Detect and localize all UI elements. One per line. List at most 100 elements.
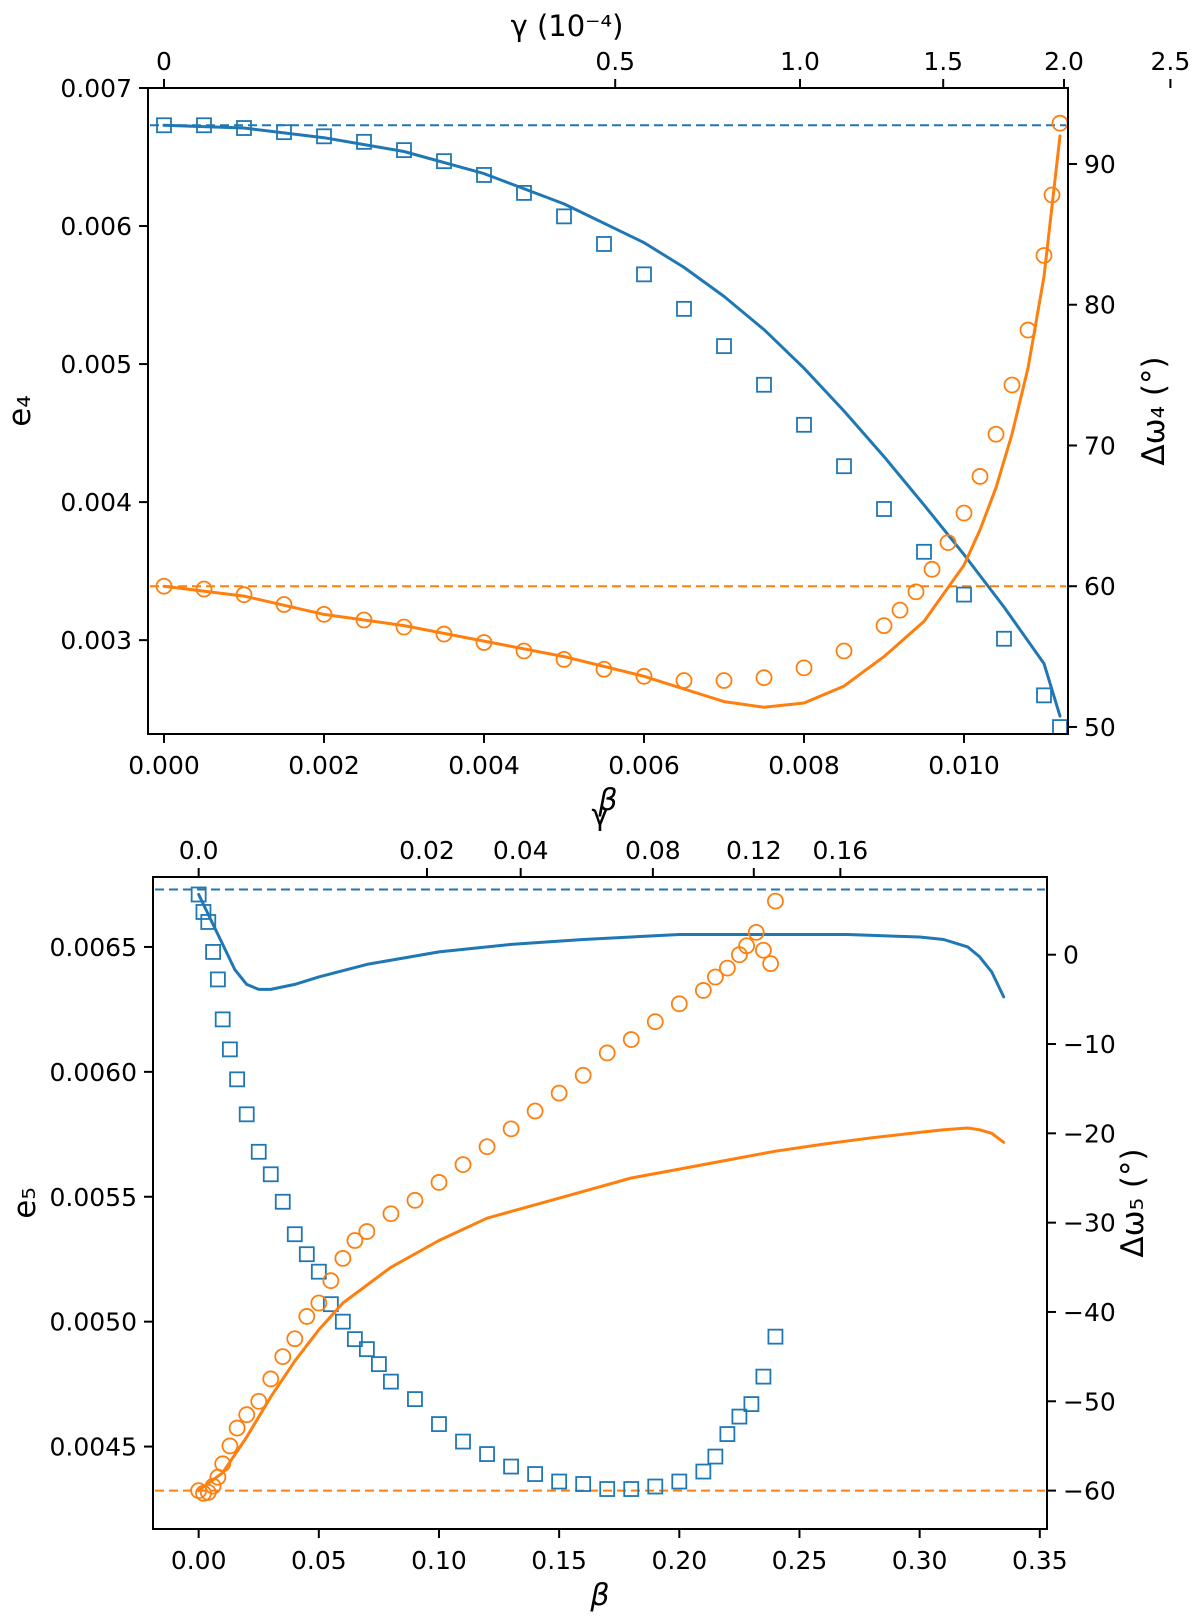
- square-marker: [229, 1071, 246, 1088]
- circle-marker: [1003, 376, 1021, 394]
- circle-marker: [646, 1013, 664, 1031]
- circle-marker: [454, 1156, 472, 1173]
- bottom-plot-area: [155, 886, 1045, 1502]
- gamma-tick-label: 2.0: [1044, 47, 1084, 76]
- circle-marker: [738, 937, 755, 955]
- y-left-tick-label: 0.003: [60, 626, 132, 655]
- square-marker: [310, 1263, 327, 1280]
- x-tick-label: 0.15: [531, 1546, 587, 1575]
- circle-marker: [747, 923, 765, 941]
- y-right-tick-label: 80: [1084, 291, 1116, 320]
- y-left-tick-label: 0.007: [60, 74, 132, 103]
- circle-marker: [694, 982, 712, 999]
- top-axes-frame: [147, 87, 1069, 735]
- square-marker: [596, 236, 612, 252]
- y-left-tick-label: 0.0045: [50, 1433, 137, 1462]
- x-tick-label: 0.35: [1012, 1546, 1068, 1575]
- circle-marker: [250, 1392, 268, 1410]
- circle-marker: [228, 1419, 246, 1437]
- circle-marker: [971, 468, 989, 485]
- square-marker: [623, 1481, 640, 1497]
- series-2: [155, 114, 1069, 689]
- square-marker: [916, 543, 932, 560]
- square-marker: [322, 1296, 339, 1313]
- circle-marker: [430, 1174, 448, 1191]
- circle-marker: [987, 425, 1005, 443]
- x-tick-label: 0.25: [772, 1546, 828, 1575]
- square-marker: [599, 1481, 616, 1497]
- circle-marker: [939, 534, 957, 551]
- series-line: [197, 1126, 1006, 1493]
- top-x-axis-label: β: [597, 783, 617, 818]
- series-3: [162, 134, 1062, 709]
- series-line: [162, 123, 1062, 718]
- square-marker: [836, 458, 852, 475]
- gamma-tick-label: 0.5: [595, 47, 635, 76]
- bottom-axes-frame: [152, 876, 1048, 1530]
- y-right-tick-label: −30: [1063, 1209, 1116, 1238]
- circle-marker: [598, 1044, 616, 1062]
- square-marker: [209, 971, 226, 988]
- square-marker: [756, 376, 772, 393]
- circle-marker: [358, 1223, 376, 1240]
- circle-marker: [274, 1348, 292, 1366]
- circle-marker: [322, 1272, 340, 1290]
- square-marker: [479, 1446, 495, 1462]
- x-tick-label: 0.000: [128, 751, 200, 780]
- square-marker: [431, 1416, 447, 1432]
- square-marker: [371, 1356, 387, 1373]
- bottom-gamma-axis: 0.0 0.02 0.04 0.08 0.12 0.16: [179, 836, 868, 877]
- x-tick-label: 0.006: [608, 751, 680, 780]
- gamma-tick-label: 2.5: [1151, 47, 1191, 76]
- y-right-tick-label: 0: [1063, 941, 1079, 970]
- circle-marker: [526, 1102, 544, 1120]
- circle-marker: [406, 1191, 424, 1209]
- top-gamma-axis-label: γ (10⁻⁴): [511, 9, 624, 43]
- series-1: [162, 123, 1062, 718]
- circle-marker: [1035, 247, 1053, 264]
- square-marker: [556, 208, 572, 225]
- x-tick-label: 0.20: [651, 1546, 707, 1575]
- circle-marker: [835, 642, 853, 660]
- circle-marker: [891, 601, 909, 619]
- circle-marker: [310, 1294, 328, 1312]
- circle-marker: [755, 941, 772, 959]
- y-left-tick-label: 0.0050: [50, 1308, 137, 1337]
- series-0: [156, 117, 1068, 735]
- square-marker: [1052, 719, 1068, 735]
- series-1: [197, 893, 1006, 999]
- square-marker: [407, 1391, 423, 1407]
- circle-marker: [574, 1066, 592, 1084]
- square-marker: [695, 1463, 712, 1480]
- square-marker: [346, 1331, 363, 1348]
- circle-marker: [622, 1031, 640, 1048]
- y-left-tick-label: 0.004: [60, 488, 132, 517]
- bottom-gamma-axis-label: γ: [591, 798, 608, 832]
- y-right-tick-label: −10: [1063, 1030, 1116, 1059]
- circle-marker: [334, 1249, 352, 1267]
- circle-marker: [795, 659, 813, 677]
- y-right-tick-label: −20: [1063, 1119, 1116, 1148]
- top-gamma-axis: 0 0.5 1.0 1.5 2.0 2.5: [156, 47, 1190, 88]
- series-3: [197, 1126, 1006, 1493]
- square-marker: [238, 1106, 255, 1123]
- square-marker: [214, 1011, 231, 1028]
- bottom-x-axis: 0.00 0.05 0.10 0.15 0.20 0.25 0.30 0.35: [171, 1529, 1068, 1575]
- gamma-tick-label: 0.0: [179, 836, 219, 865]
- gamma-tick-label: 0.12: [726, 836, 782, 865]
- square-marker: [716, 338, 732, 355]
- y-right-tick-label: −60: [1063, 1477, 1116, 1506]
- bottom-right-y-axis: −60 −50 −40 −30 −20 −10 0: [1047, 941, 1116, 1506]
- square-marker: [731, 1408, 748, 1425]
- series-2: [190, 892, 784, 1502]
- y-left-tick-label: 0.0065: [50, 933, 137, 962]
- square-marker: [250, 1143, 267, 1160]
- circle-marker: [715, 672, 733, 689]
- bottom-left-y-axis-label: e₅: [7, 1187, 43, 1219]
- circle-marker: [550, 1084, 568, 1102]
- gamma-tick-label: 0: [156, 47, 172, 76]
- square-marker: [356, 133, 372, 150]
- bottom-right-y-axis-label: Δω₅ (°): [1115, 1148, 1151, 1257]
- square-marker: [551, 1473, 568, 1490]
